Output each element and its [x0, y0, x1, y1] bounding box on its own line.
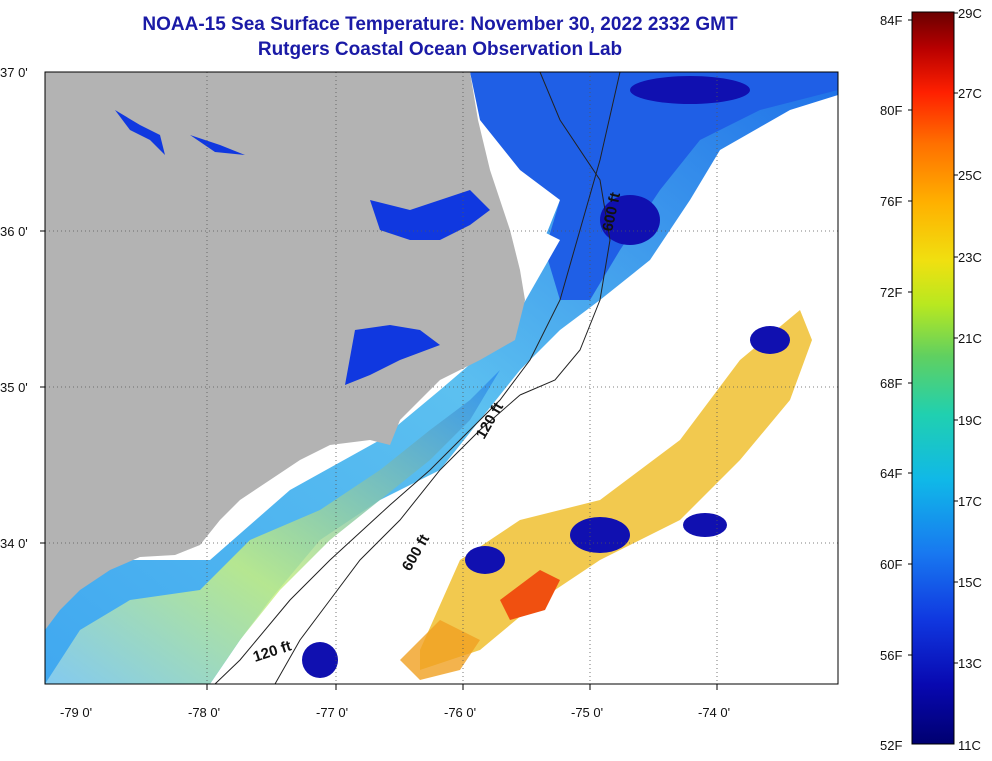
- colorbar-c-label: 11C: [958, 738, 981, 753]
- colorbar-c-label: 29C: [958, 6, 982, 21]
- colorbar-f-label: 84F: [880, 13, 902, 28]
- colorbar-f-label: 68F: [880, 376, 902, 391]
- lon-label: -75 0': [571, 705, 603, 720]
- longitude-labels: -79 0' -78 0' -77 0' -76 0' -75 0' -74 0…: [60, 705, 730, 720]
- colorbar-scale: [911, 11, 955, 745]
- colorbar-c-label: 13C: [958, 656, 982, 671]
- inland-water: [115, 110, 490, 385]
- lat-label: 35 0': [0, 380, 28, 395]
- latitude-labels: 37 0' 36 0' 35 0' 34 0': [0, 65, 28, 551]
- lat-label: 37 0': [0, 65, 28, 80]
- offshore-warm-patch: [420, 310, 812, 670]
- colorbar-c-label: 25C: [958, 168, 982, 183]
- lon-label: -76 0': [444, 705, 476, 720]
- colorbar-c-label: 21C: [958, 331, 982, 346]
- colorbar-f-labels: 84F 80F 76F 72F 68F 64F 60F 56F 52F: [880, 13, 902, 753]
- lat-label: 34 0': [0, 536, 28, 551]
- colorbar-f-label: 60F: [880, 557, 902, 572]
- bathymetry-contours: [214, 72, 621, 684]
- colorbar-c-label: 15C: [958, 575, 982, 590]
- lon-label: -77 0': [316, 705, 348, 720]
- colorbar-f-label: 64F: [880, 466, 902, 481]
- colorbar: 84F 80F 76F 72F 68F 64F 60F 56F 52F 29C …: [880, 6, 982, 753]
- colorbar-c-labels: 29C 27C 25C 23C 21C 19C 17C 15C 13C 11C: [958, 6, 982, 753]
- map-title: NOAA-15 Sea Surface Temperature: Novembe…: [142, 14, 738, 35]
- offshore-hot-spot: [500, 570, 560, 620]
- map-subtitle: Rutgers Coastal Ocean Observation Lab: [257, 39, 623, 60]
- offshore-cold-band: [470, 72, 838, 300]
- coastal-warm-band: [45, 370, 500, 684]
- colorbar-f-label: 80F: [880, 103, 902, 118]
- cold-blobs: [302, 76, 790, 678]
- colorbar-c-label: 19C: [958, 413, 982, 428]
- lon-label: -74 0': [698, 705, 730, 720]
- colorbar-f-label: 76F: [880, 194, 902, 209]
- colorbar-ticks: [908, 12, 958, 664]
- frame-ticks: [40, 71, 839, 690]
- colorbar-c-label: 27C: [958, 86, 982, 101]
- colorbar-f-label: 52F: [880, 738, 902, 753]
- offshore-mixed-patch: [400, 620, 480, 680]
- colorbar-c-label: 23C: [958, 250, 982, 265]
- lat-label: 36 0': [0, 224, 28, 239]
- colorbar-f-label: 72F: [880, 285, 902, 300]
- lon-label: -79 0': [60, 705, 92, 720]
- colorbar-c-label: 17C: [958, 494, 982, 509]
- lon-label: -78 0': [188, 705, 220, 720]
- graticule: [45, 72, 838, 684]
- colorbar-f-label: 56F: [880, 648, 902, 663]
